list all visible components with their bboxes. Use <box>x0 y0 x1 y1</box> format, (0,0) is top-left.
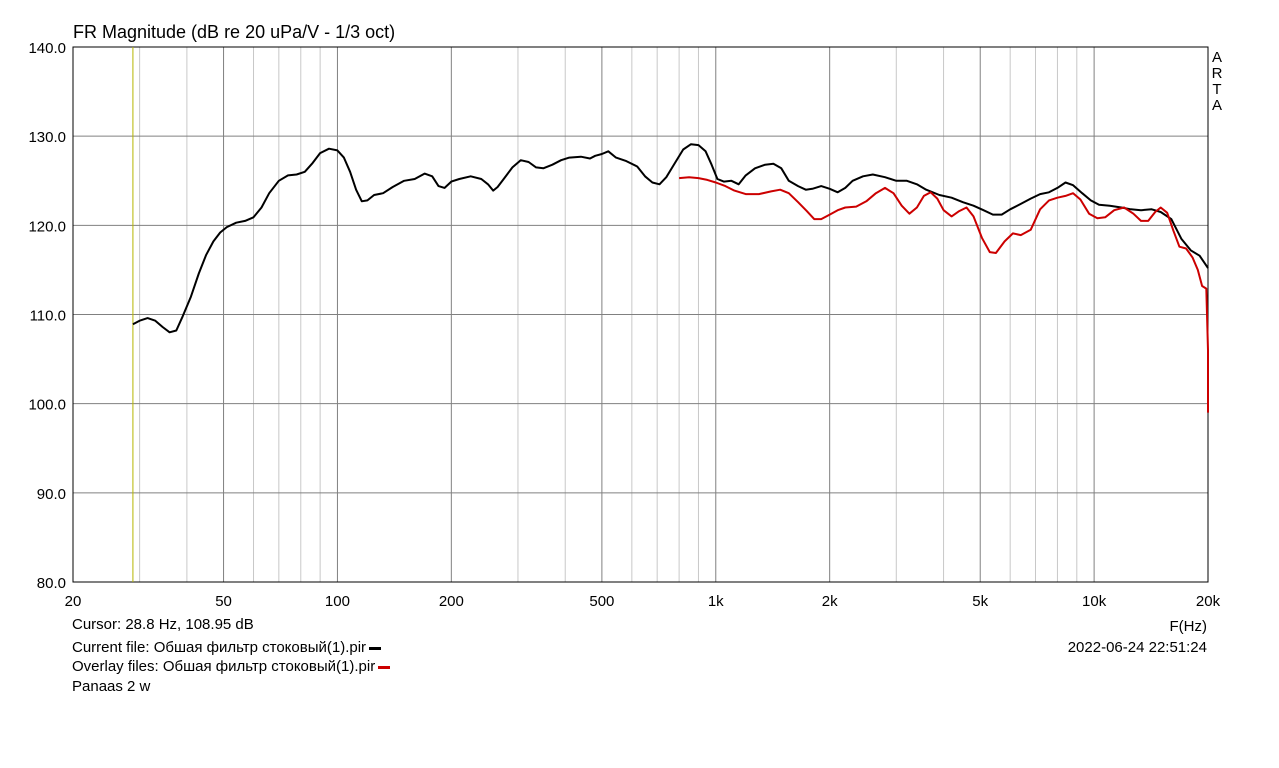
timestamp: 2022-06-24 22:51:24 <box>1067 639 1207 656</box>
x-tick-label: 10k <box>1082 593 1107 610</box>
y-tick-label: 120.0 <box>28 218 66 235</box>
x-tick-label: 2k <box>822 593 838 610</box>
watermark-letter: A <box>1212 49 1222 66</box>
x-tick-label: 5k <box>972 593 988 610</box>
watermark-letter: A <box>1212 97 1222 114</box>
x-tick-label: 500 <box>589 593 614 610</box>
y-tick-labels: 80.0 90.0 100.0 110.0 120.0 130.0 140.0 <box>28 40 66 592</box>
x-tick-label: 20k <box>1196 593 1221 610</box>
overlay-file-swatch <box>378 665 391 669</box>
watermark-letter: R <box>1212 65 1223 82</box>
y-tick-label: 140.0 <box>28 40 66 57</box>
current-file-swatch <box>369 646 382 650</box>
grid <box>73 47 1208 582</box>
x-tick-label: 20 <box>65 593 82 610</box>
y-tick-label: 80.0 <box>37 575 66 592</box>
measurement-note: Panaas 2 w <box>72 678 151 695</box>
chart-title: FR Magnitude (dB re 20 uPa/V - 1/3 oct) <box>73 22 395 42</box>
overlay-files-label: Overlay files: Обшая фильтр стоковый(1).… <box>72 658 376 675</box>
x-axis-unit: F(Hz) <box>1170 618 1208 635</box>
cursor-readout: Cursor: 28.8 Hz, 108.95 dB <box>72 616 254 633</box>
current-file-line: Current file: Обшая фильтр стоковый(1).p… <box>72 638 382 658</box>
x-tick-labels: 20 50 100 200 500 1k 2k 5k 10k 20k <box>65 593 1221 610</box>
watermark-letter: T <box>1212 81 1221 98</box>
current-file-label: Current file: Обшая фильтр стоковый(1).p… <box>72 639 367 656</box>
x-tick-label: 50 <box>215 593 232 610</box>
series-layer <box>132 143 1209 413</box>
y-tick-label: 100.0 <box>28 397 66 414</box>
overlay-files-line: Overlay files: Обшая фильтр стоковый(1).… <box>72 657 391 677</box>
current-file-curve <box>132 143 1209 334</box>
x-tick-label: 200 <box>439 593 464 610</box>
overlay-file-curve <box>679 176 1209 413</box>
y-tick-label: 130.0 <box>28 129 66 146</box>
x-tick-label: 100 <box>325 593 350 610</box>
y-tick-label: 110.0 <box>30 308 66 325</box>
x-tick-label: 1k <box>708 593 724 610</box>
y-tick-label: 90.0 <box>37 486 66 503</box>
